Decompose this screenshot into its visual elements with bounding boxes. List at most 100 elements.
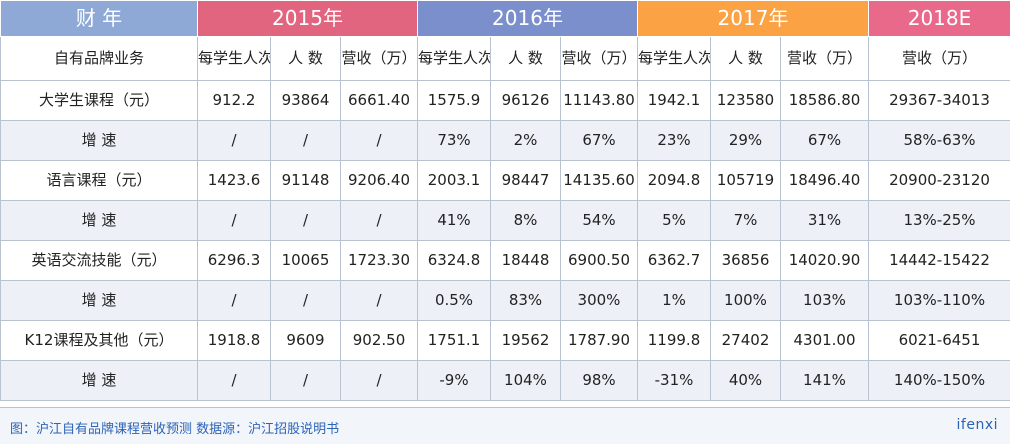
table-cell: 67% bbox=[780, 120, 869, 161]
table-cell: 1575.9 bbox=[417, 80, 491, 121]
table-cell: 18496.40 bbox=[780, 160, 869, 201]
table-cell: / bbox=[270, 360, 341, 401]
row-label: 大学生课程（元） bbox=[0, 80, 198, 121]
table-cell: 1918.8 bbox=[197, 320, 271, 361]
table-cell: 902.50 bbox=[340, 320, 418, 361]
count-header: 人 数 bbox=[710, 36, 781, 81]
table-cell: 10065 bbox=[270, 240, 341, 281]
table-cell: 1942.1 bbox=[637, 80, 711, 121]
table-row: 增 速 / //0.5% 83% 300% 1% 100% 103% 103%-110% bbox=[0, 280, 1010, 321]
table-cell: 1723.30 bbox=[340, 240, 418, 281]
price-header: 每学生人次价格 bbox=[637, 36, 711, 81]
year-2015-header: 2015年 bbox=[197, 0, 418, 37]
table-cell: 54% bbox=[560, 200, 638, 241]
table-cell: 6362.7 bbox=[637, 240, 711, 281]
table-cell: 98% bbox=[560, 360, 638, 401]
footer-bar: 图：沪江自有品牌课程营收预测 数据源：沪江招股说明书 ifenxi bbox=[0, 407, 1010, 444]
table-cell: 7% bbox=[710, 200, 781, 241]
table-row: 增 速 / //41% 8% 54% 5% 7% 31% 13%-25% bbox=[0, 200, 1010, 241]
table-cell: 1% bbox=[637, 280, 711, 321]
table-cell: 1751.1 bbox=[417, 320, 491, 361]
figure-caption: 图：沪江自有品牌课程营收预测 数据源：沪江招股说明书 bbox=[10, 422, 340, 437]
table-row: 大学生课程（元） 912.2 93864 6661.40 1575.9 96126 1114… bbox=[0, 80, 1010, 121]
table-cell: 27402 bbox=[710, 320, 781, 361]
table-cell: 14020.90 bbox=[780, 240, 869, 281]
revenue-header: 营收（万） bbox=[340, 36, 418, 81]
table-cell: 140%-150% bbox=[868, 360, 1010, 401]
table-cell: 1787.90 bbox=[560, 320, 638, 361]
table-cell: 14135.60 bbox=[560, 160, 638, 201]
table-cell: / bbox=[340, 280, 418, 321]
table-cell: 23% bbox=[637, 120, 711, 161]
table-cell: / bbox=[340, 200, 418, 241]
table-cell: / bbox=[340, 360, 418, 401]
table-cell: 29367-34013 bbox=[868, 80, 1010, 121]
revenue-header: 营收（万） bbox=[780, 36, 869, 81]
row-label: 增 速 bbox=[0, 360, 198, 401]
table-cell: / bbox=[270, 120, 341, 161]
table-cell: 6661.40 bbox=[340, 80, 418, 121]
table-cell: 6324.8 bbox=[417, 240, 491, 281]
table-cell: / bbox=[340, 120, 418, 161]
table-cell: 14442-15422 bbox=[868, 240, 1010, 281]
table-cell: 104% bbox=[490, 360, 561, 401]
table-cell: 103% bbox=[780, 280, 869, 321]
table-cell: 105719 bbox=[710, 160, 781, 201]
table-cell: 19562 bbox=[490, 320, 561, 361]
table-cell: 141% bbox=[780, 360, 869, 401]
ifenxi-logo: ifenxi bbox=[956, 417, 998, 433]
revenue-header: 营收（万） bbox=[560, 36, 638, 81]
table-cell: -9% bbox=[417, 360, 491, 401]
table-row: 语言课程（元） 1423.6 91148 9206.40 2003.1 98447 1413… bbox=[0, 160, 1010, 201]
table-cell: / bbox=[197, 360, 271, 401]
table-cell: 20900-23120 bbox=[868, 160, 1010, 201]
table-cell: 2% bbox=[490, 120, 561, 161]
year-2016-header: 2016年 bbox=[417, 0, 638, 37]
table-row: 增 速 / //73% 2% 67% 23% 29% 67% 58%-63% bbox=[0, 120, 1010, 161]
table-cell: 18448 bbox=[490, 240, 561, 281]
table-cell: / bbox=[197, 200, 271, 241]
year-2017-header: 2017年 bbox=[637, 0, 869, 37]
table-cell: 13%-25% bbox=[868, 200, 1010, 241]
table-cell: / bbox=[197, 280, 271, 321]
table-cell: 18586.80 bbox=[780, 80, 869, 121]
table-cell: 103%-110% bbox=[868, 280, 1010, 321]
table-cell: 9609 bbox=[270, 320, 341, 361]
count-header: 人 数 bbox=[270, 36, 341, 81]
fiscal-year-header: 财 年 bbox=[0, 0, 198, 37]
year-2018e-header: 2018E bbox=[868, 0, 1010, 37]
category-header: 自有品牌业务 bbox=[0, 36, 198, 81]
table-cell: 300% bbox=[560, 280, 638, 321]
table-cell: 40% bbox=[710, 360, 781, 401]
table-cell: 2094.8 bbox=[637, 160, 711, 201]
table-row: 增 速 / / / -9% 104% 98% -31% 40% 141% 140%-150% bbox=[0, 360, 1010, 401]
table-cell: -31% bbox=[637, 360, 711, 401]
table-cell: 83% bbox=[490, 280, 561, 321]
row-label: 增 速 bbox=[0, 120, 198, 161]
table-row: K12课程及其他（元） 1918.8 9609 902.50 1751.1 19562 17… bbox=[0, 320, 1010, 361]
price-header: 每学生人次价格 bbox=[197, 36, 271, 81]
table-cell: 11143.80 bbox=[560, 80, 638, 121]
revenue-header: 营收（万） bbox=[868, 36, 1010, 81]
table-cell: / bbox=[270, 280, 341, 321]
table-cell: 93864 bbox=[270, 80, 341, 121]
table-cell: 6021-6451 bbox=[868, 320, 1010, 361]
price-header: 每学生人次价格 bbox=[417, 36, 491, 81]
count-header: 人 数 bbox=[490, 36, 561, 81]
table-cell: 31% bbox=[780, 200, 869, 241]
table-cell: 58%-63% bbox=[868, 120, 1010, 161]
table-cell: 123580 bbox=[710, 80, 781, 121]
table-cell: 67% bbox=[560, 120, 638, 161]
row-label: 增 速 bbox=[0, 200, 198, 241]
table-cell: 8% bbox=[490, 200, 561, 241]
column-header-row: 自有品牌业务 每学生人次价格 人 数 营收（万） 每学生人次价格 人 数 营收（… bbox=[0, 36, 1010, 81]
table-body: 大学生课程（元） 912.2 93864 6661.40 1575.9 96126 1114… bbox=[0, 80, 1010, 401]
table-cell: / bbox=[197, 120, 271, 161]
table-cell: 1423.6 bbox=[197, 160, 271, 201]
table-cell: 100% bbox=[710, 280, 781, 321]
revenue-forecast-table: 财 年 2015年 2016年 2017年 2018E 自有品牌业务 每学生人次… bbox=[0, 0, 1010, 401]
row-label: 增 速 bbox=[0, 280, 198, 321]
table-cell: / bbox=[270, 200, 341, 241]
table-cell: 2003.1 bbox=[417, 160, 491, 201]
table-cell: 41% bbox=[417, 200, 491, 241]
